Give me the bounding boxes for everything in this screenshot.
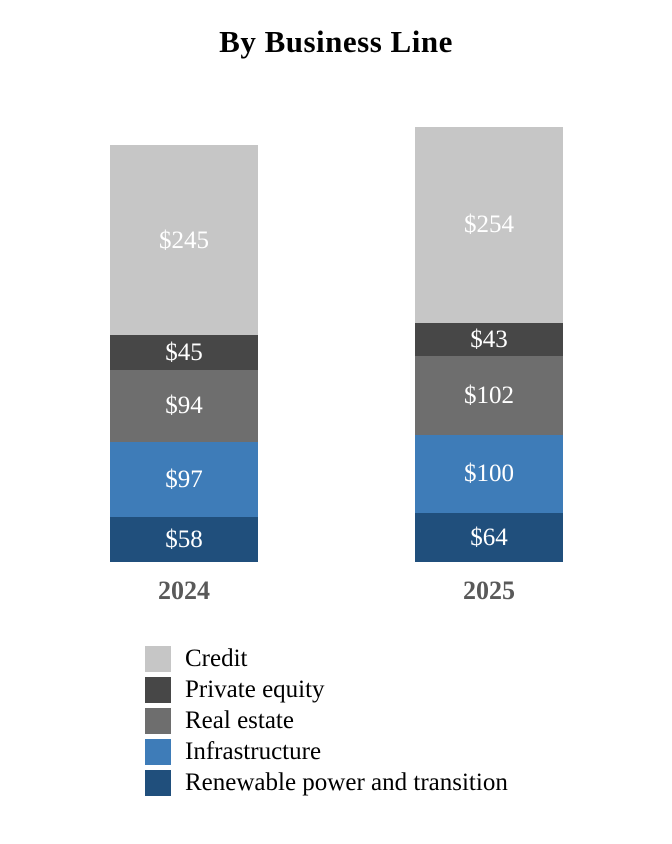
bar-segment-renewable-power-and-transition-2024: $58: [110, 517, 258, 562]
legend-item-infrastructure: Infrastructure: [145, 739, 508, 765]
bar-segment-renewable-power-and-transition-2025: $64: [415, 512, 563, 562]
legend-label: Credit: [185, 645, 248, 672]
bar-segment-real-estate-2025: $102: [415, 356, 563, 436]
stacked-bar-2025: $254 $43 $102 $100 $64: [415, 126, 563, 562]
legend-swatch-icon: [145, 677, 171, 703]
segment-value-label: $58: [165, 526, 203, 554]
bar-segment-private-equity-2024: $45: [110, 334, 258, 370]
segment-value-label: $64: [470, 523, 508, 551]
bar-segment-credit-2025: $254: [415, 126, 563, 324]
bar-segment-infrastructure-2024: $97: [110, 442, 258, 518]
legend-label: Private equity: [185, 676, 325, 703]
legend-label: Infrastructure: [185, 738, 322, 765]
legend-item-private-equity: Private equity: [145, 677, 508, 703]
bar-segment-credit-2024: $245: [110, 145, 258, 335]
legend-item-renewable-power-and-transition: Renewable power and transition: [145, 770, 508, 796]
segment-value-label: $100: [464, 460, 514, 488]
segment-value-label: $245: [159, 226, 209, 254]
chart-title: By Business Line: [219, 24, 453, 59]
legend-item-real-estate: Real estate: [145, 708, 508, 734]
bar-segment-real-estate-2024: $94: [110, 369, 258, 443]
category-label-2024: 2024: [158, 576, 210, 605]
legend-label: Renewable power and transition: [185, 769, 508, 796]
segment-value-label: $45: [165, 338, 203, 366]
segment-value-label: $97: [165, 466, 203, 494]
legend-label: Real estate: [185, 707, 294, 734]
legend-swatch-icon: [145, 739, 171, 765]
stacked-bar-2024: $245 $45 $94 $97 $58: [110, 145, 258, 562]
segment-value-label: $43: [470, 326, 508, 354]
segment-value-label: $102: [464, 382, 514, 410]
legend-item-credit: Credit: [145, 646, 508, 672]
legend: Credit Private equity Real estate Infrastru…: [145, 646, 508, 796]
category-label-2025: 2025: [463, 576, 515, 605]
segment-value-label: $254: [464, 211, 514, 239]
legend-swatch-icon: [145, 708, 171, 734]
segment-value-label: $94: [165, 392, 203, 420]
bar-segment-infrastructure-2025: $100: [415, 435, 563, 513]
bar-segment-private-equity-2025: $43: [415, 323, 563, 357]
legend-swatch-icon: [145, 646, 171, 672]
legend-swatch-icon: [145, 770, 171, 796]
